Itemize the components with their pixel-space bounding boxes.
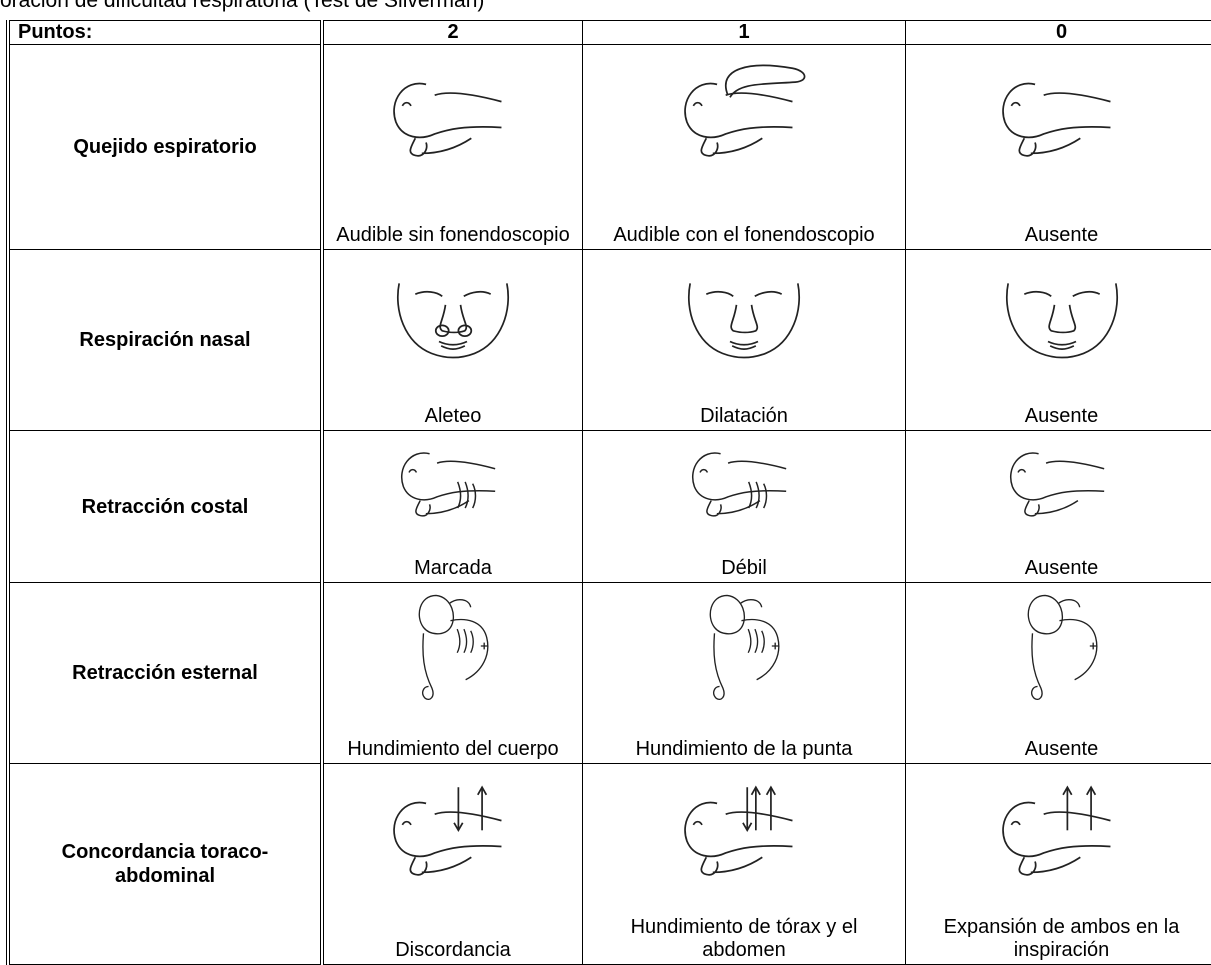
- table-cell: Hundimiento de la punta: [583, 583, 906, 764]
- illustration: [992, 587, 1132, 705]
- illustration: [383, 49, 523, 179]
- illustration: [674, 254, 814, 372]
- illustration: [992, 768, 1132, 898]
- illustration: [674, 587, 814, 705]
- illustration: [992, 435, 1132, 524]
- cell-content: Ausente: [906, 250, 1211, 430]
- row-label: Quejido espiratorio: [8, 45, 322, 250]
- header-row: Puntos: 2 1 0: [8, 21, 1211, 45]
- cell-content: Discordancia: [324, 764, 582, 964]
- cell-content: Marcada: [324, 431, 582, 582]
- table-cell: Ausente: [906, 431, 1211, 583]
- illustration: [674, 435, 814, 524]
- table-cell: Hundimiento del cuerpo: [322, 583, 583, 764]
- cell-content: Expansión de ambos en la inspiración: [906, 764, 1211, 964]
- table-row: Retracción esternal Hundimiento del cuerp…: [8, 583, 1211, 764]
- sketch: [693, 453, 786, 516]
- cell-content: Ausente: [906, 431, 1211, 582]
- table-cell: Audible con el fonendoscopio: [583, 45, 906, 250]
- row-label: Retracción esternal: [8, 583, 322, 764]
- cell-caption: Aleteo: [417, 405, 490, 430]
- row-label: Concordancia toraco-abdominal: [8, 764, 322, 965]
- cell-content: Hundimiento de tórax y el abdomen: [583, 764, 905, 964]
- illustration: [674, 768, 814, 898]
- column-header: 0: [906, 21, 1211, 45]
- column-header: Puntos:: [8, 21, 322, 45]
- sketch: [689, 283, 799, 357]
- retraction: [748, 629, 764, 653]
- illustration: [383, 435, 523, 524]
- illustration: [383, 768, 523, 898]
- cell-content: Audible con el fonendoscopio: [583, 45, 905, 249]
- illustration: [383, 587, 523, 705]
- retraction: [458, 482, 476, 508]
- table-cell: Audible sin fonendoscopio: [322, 45, 583, 250]
- cell-content: Débil: [583, 431, 905, 582]
- sketch: [710, 595, 779, 699]
- table-row: Respiración nasal Aleteo Dilatación Ausente: [8, 250, 1211, 431]
- table-cell: Ausente: [906, 250, 1211, 431]
- sketch: [685, 803, 792, 875]
- illustration: [992, 49, 1132, 179]
- cell-caption: Hundimiento de la punta: [628, 738, 861, 763]
- cell-content: Ausente: [906, 583, 1211, 763]
- cell-caption: Expansión de ambos en la inspiración: [906, 916, 1211, 964]
- retraction: [749, 482, 767, 508]
- table-cell: Dilatación: [583, 250, 906, 431]
- cell-content: Aleteo: [324, 250, 582, 430]
- cell-caption: Ausente: [1017, 405, 1106, 430]
- column-header: 2: [322, 21, 583, 45]
- cell-content: Ausente: [906, 45, 1211, 249]
- illustration: [383, 254, 523, 372]
- sketch: [398, 283, 508, 357]
- cell-caption: Hundimiento de tórax y el abdomen: [583, 916, 905, 964]
- illustration: [992, 254, 1132, 372]
- cell-content: Dilatación: [583, 250, 905, 430]
- table-row: Concordancia toraco-abdominal Discordanci…: [8, 764, 1211, 965]
- table-cell: Débil: [583, 431, 906, 583]
- sketch: [1028, 595, 1097, 699]
- cell-caption: Ausente: [1017, 557, 1106, 582]
- table-cell: Aleteo: [322, 250, 583, 431]
- table-cell: Marcada: [322, 431, 583, 583]
- title: oración de dificultad respiratoria (Test…: [0, 0, 484, 13]
- sketch: [1003, 803, 1110, 875]
- table-cell: Ausente: [906, 583, 1211, 764]
- illustration: [674, 49, 814, 179]
- sketch: [394, 803, 501, 875]
- column-header: 1: [583, 21, 906, 45]
- cell-content: Hundimiento de la punta: [583, 583, 905, 763]
- cell-caption: Marcada: [406, 557, 500, 582]
- cell-caption: Ausente: [1017, 738, 1106, 763]
- sketch: [1010, 453, 1103, 516]
- cell-content: Hundimiento del cuerpo: [324, 583, 582, 763]
- sketch: [1003, 84, 1110, 156]
- cell-caption: Hundimiento del cuerpo: [339, 738, 566, 763]
- cell-content: Audible sin fonendoscopio: [324, 45, 582, 249]
- cell-caption: Audible con el fonendoscopio: [605, 224, 882, 249]
- sketch: [419, 595, 488, 699]
- table-cell: Hundimiento de tórax y el abdomen: [583, 764, 906, 965]
- table-cell: Ausente: [906, 45, 1211, 250]
- table-cell: Discordancia: [322, 764, 583, 965]
- table-row: Retracción costal Marcada Débil Ausente: [8, 431, 1211, 583]
- table-cell: Expansión de ambos en la inspiración: [906, 764, 1211, 965]
- cell-caption: Ausente: [1017, 224, 1106, 249]
- cell-caption: Discordancia: [387, 939, 519, 964]
- sketch: [394, 84, 501, 156]
- sketch: [1006, 283, 1116, 357]
- retraction: [457, 629, 473, 653]
- row-label: Retracción costal: [8, 431, 322, 583]
- row-label: Respiración nasal: [8, 250, 322, 431]
- cell-caption: Dilatación: [692, 405, 796, 430]
- sketch: [685, 84, 792, 156]
- cell-caption: Débil: [713, 557, 775, 582]
- cell-caption: Audible sin fonendoscopio: [328, 224, 578, 249]
- sketch: [402, 453, 495, 516]
